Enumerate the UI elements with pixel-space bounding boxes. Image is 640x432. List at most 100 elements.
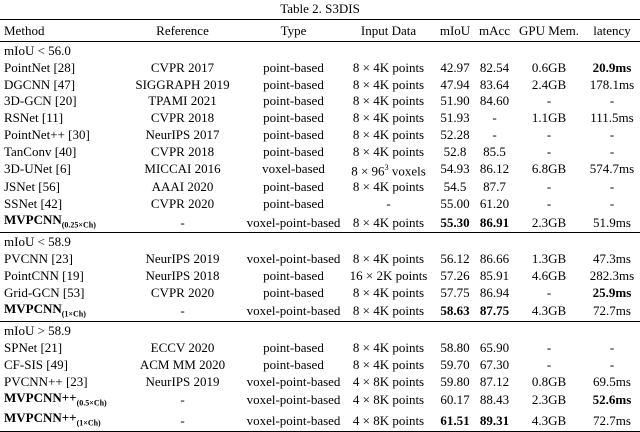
data-row: MVPCNN(1×Ch) - voxel-point-based 8 × 4K poi… (0, 301, 640, 322)
section-row: mIoU < 56.0 (0, 41, 640, 60)
cell: SPNet [21] (4, 340, 63, 356)
cell-part: (1×Ch) (76, 418, 101, 428)
cell: 52.8 (443, 143, 467, 159)
cell: 86.12 (479, 161, 510, 177)
data-row: TanConv [40] CVPR 2018 point-based 8 × 4K p… (0, 143, 640, 160)
cell: point-based (263, 127, 324, 143)
cell: 8 × 4K points (352, 179, 425, 194)
section: mIoU < 58.9 PVCNN [23] NeurIPS 2019 voxel-p… (0, 232, 640, 322)
cell: 8 × 4K points (352, 93, 425, 109)
cell: 51.9ms (593, 214, 631, 230)
data-row: SPNet [21] ECCV 2020 point-based 8 × 4K poi… (0, 339, 640, 356)
cell: 86.66 (479, 251, 510, 267)
section-label: mIoU < 56.0 (4, 43, 71, 58)
data-row: JSNet [56] AAAI 2020 point-based 8 × 4K poi… (0, 178, 640, 195)
data-row: PointCNN [19] NeurIPS 2018 point-based 16 ×… (0, 267, 640, 284)
cell: 574.7ms (589, 161, 635, 177)
data-row: MVPCNN++(0.5×Ch) - voxel-point-based 4 × 8K… (0, 390, 640, 411)
cell: 58.80 (440, 340, 470, 356)
cell: - (546, 143, 552, 159)
cell: - (492, 110, 497, 126)
cell: 4 × 8K points (352, 413, 425, 429)
cell: 89.31 (479, 413, 510, 429)
cell: Grid-GCN [53] (4, 284, 85, 300)
cell: point-based (263, 110, 324, 126)
cell: 60.17 (440, 392, 470, 408)
cell: point-based (263, 284, 324, 300)
cell: 8 × 4K points (352, 110, 425, 126)
cell: 42.97 (440, 59, 470, 75)
cell: 0.8GB (531, 373, 567, 389)
cell: MVPCNN++(0.5×Ch) (0, 390, 120, 411)
cell: 86.94 (479, 284, 510, 300)
cell: - (609, 127, 615, 143)
cell-part: (1×Ch) (61, 309, 86, 319)
data-row: 3D-GCN [20] TPAMI 2021 point-based 8 × 4K p… (0, 93, 640, 110)
cell: 52.28 (440, 127, 470, 143)
cell: - (180, 392, 185, 408)
cell: - (609, 356, 615, 372)
cell-part: MVPCNN (4, 211, 62, 227)
data-row: DGCNN [47] SIGGRAPH 2019 point-based 8 × 4K… (0, 76, 640, 93)
cell: 2.4GB (531, 76, 567, 92)
cell: 1.1GB (531, 110, 567, 126)
cell: - (546, 340, 552, 356)
cell: point-based (263, 267, 324, 283)
cell: DGCNN [47] (4, 76, 76, 92)
cell-part: voxels (388, 163, 426, 179)
header-row: Method Reference Type Input Data mIoU mAcc GPU… (0, 19, 640, 42)
section-label: mIoU < 58.9 (4, 234, 71, 250)
cell: 86.91 (479, 214, 510, 230)
cell-part: 8 × 96 (351, 163, 385, 179)
cell: - (609, 93, 615, 109)
cell: JSNet [56] (4, 179, 60, 194)
column-header: Method (4, 23, 45, 38)
cell: - (180, 413, 185, 429)
cell: SIGGRAPH 2019 (135, 76, 230, 92)
cell: - (386, 195, 391, 211)
cell: - (609, 179, 615, 194)
cell: 8 × 4K points (352, 340, 425, 356)
cell: - (546, 179, 552, 194)
column-header: Reference (156, 23, 209, 38)
cell: point-based (263, 93, 324, 109)
cell: 57.26 (440, 267, 470, 283)
data-row: PointNet++ [30] NeurIPS 2017 point-based 8 … (0, 126, 640, 143)
cell: 59.80 (440, 373, 470, 389)
cell: MICCAI 2016 (144, 161, 221, 177)
cell: - (546, 195, 552, 211)
cell: 58.63 (440, 303, 470, 319)
cell: voxel-point-based (246, 214, 341, 230)
section-row: mIoU < 58.9 (0, 232, 640, 251)
cell: 88.43 (479, 392, 510, 408)
cell: CVPR 2020 (150, 195, 215, 211)
cell: 8 × 4K points (352, 214, 425, 230)
cell: 51.90 (440, 93, 470, 109)
cell: CVPR 2018 (150, 143, 215, 159)
cell: 25.9ms (592, 284, 632, 300)
table-caption: Table 2. S3DIS (280, 1, 360, 16)
cell: - (609, 340, 615, 356)
cell: 61.51 (440, 413, 470, 429)
cell: - (180, 214, 185, 230)
cell: - (546, 127, 552, 143)
cell: 0.6GB (531, 59, 567, 75)
cell: 56.12 (440, 251, 470, 267)
cell: NeurIPS 2019 (145, 373, 220, 389)
cell: PVCNN [23] (4, 251, 73, 267)
cell: NeurIPS 2018 (145, 267, 220, 283)
cell: 72.7ms (593, 413, 631, 429)
cell: PointNet [28] (4, 59, 76, 75)
cell: - (609, 143, 615, 159)
cell-part: (0.5×Ch) (76, 398, 107, 408)
cell: point-based (263, 143, 324, 159)
column-header: latency (593, 23, 631, 38)
results-table: Method Reference Type Input Data mIoU mAcc GPU… (0, 19, 640, 432)
cell: 2.3GB (531, 392, 567, 408)
cell: voxel-point-based (246, 303, 341, 319)
data-row: MVPCNN(0.25×Ch) - voxel-point-based 8 × 4K … (0, 212, 640, 233)
column-header: Type (280, 23, 307, 38)
column-header: Input Data (360, 23, 417, 38)
cell: 67.30 (479, 356, 510, 372)
